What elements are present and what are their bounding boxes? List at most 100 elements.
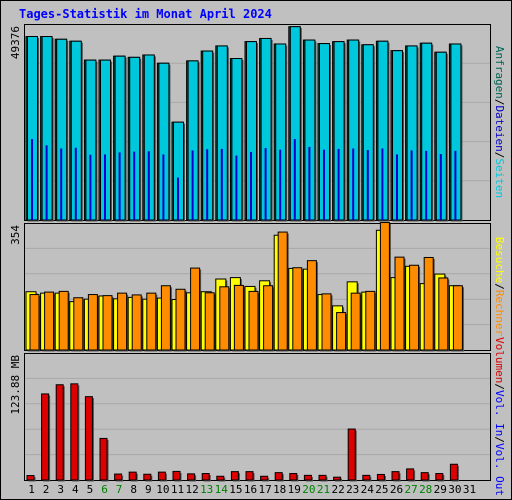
bar-dateien-day-29 bbox=[439, 153, 442, 220]
bar-rechner-day-4 bbox=[73, 297, 85, 352]
bar-rechner-day-10 bbox=[160, 285, 172, 352]
bar-rechner-day-5-face bbox=[87, 294, 98, 351]
bar-rechner-day-6 bbox=[102, 295, 114, 352]
bar-seiten-day-25 bbox=[377, 40, 390, 222]
bar-volumen-day-1 bbox=[26, 475, 36, 482]
bar-volumen-day-8-face bbox=[128, 471, 137, 481]
x-tick-label-day-13: 13 bbox=[200, 483, 213, 496]
bar-volumen-day-3 bbox=[55, 384, 65, 482]
bar-seiten-day-21 bbox=[319, 43, 331, 222]
bar-seiten-day-16 bbox=[246, 41, 258, 222]
bar-volumen-day-16 bbox=[245, 471, 255, 482]
bar-volumen-day-7-face bbox=[114, 473, 123, 481]
bar-rechner-day-3-face bbox=[58, 290, 69, 351]
bar-seiten-day-18 bbox=[275, 43, 288, 222]
bar-volumen-day-14 bbox=[216, 475, 226, 482]
x-tick-label-day-6: 6 bbox=[101, 483, 108, 496]
bar-rechner-day-1-face bbox=[29, 294, 40, 351]
bar-volumen-day-22 bbox=[333, 476, 343, 482]
bar-rechner-day-13 bbox=[204, 292, 216, 352]
bar-rechner-day-17-face bbox=[263, 285, 274, 351]
bar-rechner-day-6-face bbox=[102, 295, 113, 351]
bar-dateien-day-11 bbox=[177, 177, 179, 220]
x-tick-label-day-4: 4 bbox=[72, 483, 79, 496]
bar-volumen-day-2 bbox=[41, 393, 51, 482]
bar-volumen-day-27-face bbox=[406, 468, 415, 481]
bar-rechner-day-4-face bbox=[73, 297, 84, 351]
bar-volumen-day-21-face bbox=[318, 474, 327, 481]
x-tick-label-day-9: 9 bbox=[145, 483, 152, 496]
bar-volumen-day-18-face bbox=[274, 472, 283, 481]
bar-volumen-day-16-face bbox=[245, 471, 254, 481]
bar-rechner-day-11-face bbox=[175, 288, 186, 351]
bar-volumen-day-6 bbox=[99, 437, 109, 482]
bar-seiten-day-6 bbox=[100, 59, 112, 222]
x-tick-label-day-17: 17 bbox=[258, 483, 271, 496]
bar-rechner-day-13-face bbox=[204, 292, 215, 351]
bar-volumen-day-9 bbox=[143, 473, 153, 482]
bar-dateien-day-22 bbox=[337, 148, 340, 220]
bar-rechner-day-21 bbox=[321, 293, 333, 352]
legend-entry-besuche: Besuche bbox=[493, 237, 506, 283]
bar-volumen-day-29-face bbox=[435, 473, 444, 481]
bar-seiten-day-11 bbox=[173, 121, 185, 222]
x-tick-label-day-23: 23 bbox=[346, 483, 359, 496]
x-tick-label-day-7: 7 bbox=[116, 483, 123, 496]
bar-rechner-day-29 bbox=[438, 277, 450, 352]
bar-volumen-day-19-face bbox=[289, 473, 298, 481]
x-tick-label-day-2: 2 bbox=[43, 483, 50, 496]
bar-seiten-day-27 bbox=[406, 45, 419, 222]
bar-seiten-day-29 bbox=[435, 51, 448, 222]
bar-volumen-day-12 bbox=[187, 473, 197, 482]
x-tick-label-day-30: 30 bbox=[448, 483, 461, 496]
bar-rechner-day-26 bbox=[394, 256, 406, 352]
bar-seiten-day-10 bbox=[158, 62, 171, 222]
chart-title: Tages-Statistik im Monat April 2024 bbox=[19, 7, 272, 21]
bar-rechner-day-24-face bbox=[365, 290, 376, 351]
bar-dateien-day-26 bbox=[396, 154, 398, 220]
legend-entry-vol-out: Vol. Out bbox=[493, 443, 506, 496]
bar-rechner-day-15-face bbox=[233, 284, 244, 351]
bar-volumen-day-10 bbox=[157, 471, 167, 482]
bar-volumen-day-28 bbox=[420, 472, 430, 482]
bar-seiten-day-28 bbox=[421, 42, 434, 222]
bar-dateien-day-2 bbox=[45, 145, 48, 220]
bar-seiten-day-30 bbox=[450, 43, 463, 222]
bar-volumen-day-23-face bbox=[347, 428, 356, 481]
bar-volumen-day-11-face bbox=[172, 470, 181, 481]
bar-rechner-day-22-face bbox=[336, 312, 347, 351]
bar-volumen-day-20-face bbox=[303, 474, 312, 481]
visits-legend: Besuche/Rechner bbox=[493, 237, 506, 337]
bar-dateien-day-18 bbox=[279, 149, 282, 220]
legend-separator: / bbox=[493, 283, 506, 290]
legend-separator: / bbox=[493, 152, 506, 159]
bar-dateien-day-20 bbox=[308, 146, 311, 220]
bar-volumen-day-4 bbox=[70, 383, 80, 482]
bar-rechner-day-25-face bbox=[379, 222, 390, 351]
bar-volumen-day-20 bbox=[303, 474, 313, 482]
bar-dateien-day-30 bbox=[454, 150, 457, 220]
bar-rechner-day-16-face bbox=[248, 290, 259, 351]
x-tick-label-day-1: 1 bbox=[28, 483, 35, 496]
bar-rechner-day-2-face bbox=[44, 291, 55, 351]
bar-volumen-day-10-face bbox=[157, 471, 166, 481]
bar-volumen-day-15-face bbox=[230, 471, 239, 481]
x-tick-label-day-19: 19 bbox=[288, 483, 301, 496]
legend-entry-vol-in: Vol. In bbox=[493, 390, 506, 436]
bar-dateien-day-9 bbox=[147, 151, 150, 220]
legend-entry-anfragen: Anfragen bbox=[493, 46, 506, 99]
bar-seiten-day-23 bbox=[348, 39, 361, 222]
bar-rechner-day-30 bbox=[452, 285, 464, 352]
bar-volumen-day-24 bbox=[362, 474, 372, 482]
bar-seiten-day-20 bbox=[304, 39, 317, 222]
bar-volumen-day-19 bbox=[289, 473, 299, 482]
bar-seiten-day-9 bbox=[143, 54, 156, 222]
bar-rechner-day-7-face bbox=[117, 292, 128, 351]
bar-dateien-day-1 bbox=[31, 139, 33, 220]
bar-seiten-day-8 bbox=[129, 56, 142, 222]
bar-seiten-day-22 bbox=[333, 41, 346, 222]
bar-rechner-day-19 bbox=[292, 267, 304, 352]
bar-rechner-day-20-face bbox=[306, 260, 317, 351]
